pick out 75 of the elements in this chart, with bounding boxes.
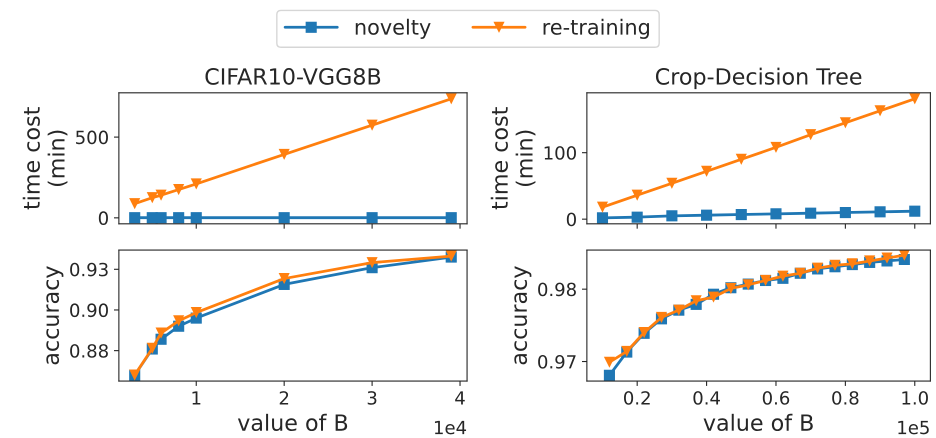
point [604, 356, 615, 368]
chart-title: Crop-Decision Tree [656, 68, 862, 90]
point [278, 273, 290, 284]
point [701, 166, 712, 177]
y-axis-title: accuracy [46, 266, 64, 364]
point [770, 142, 782, 153]
point [146, 192, 158, 204]
point [156, 212, 167, 224]
y-tick-label: 0.98 [538, 282, 576, 296]
y-tick-label: 0 [566, 212, 576, 226]
point [909, 206, 920, 217]
point [805, 129, 816, 140]
point [805, 208, 816, 219]
x-tick-label: 0.4 [693, 391, 720, 405]
point [278, 212, 290, 224]
x-tick-label: 0.6 [762, 391, 790, 405]
point [632, 212, 643, 223]
point [278, 148, 290, 160]
point [909, 93, 920, 104]
point [129, 198, 140, 210]
point [129, 212, 140, 224]
point [173, 184, 184, 196]
point [366, 120, 378, 131]
point [632, 190, 643, 201]
x-tick-label: 0.8 [832, 391, 858, 405]
y-axis-title: accuracy [514, 266, 532, 364]
point [701, 210, 712, 221]
x-axis-title: value of B [704, 414, 813, 432]
point [366, 212, 378, 224]
x-tick-label: 3 [368, 391, 376, 405]
point [840, 117, 851, 128]
point [156, 190, 167, 201]
point [190, 307, 202, 318]
x-tick-label: 0.2 [624, 391, 650, 405]
point [708, 292, 720, 303]
point [736, 208, 747, 220]
point [770, 208, 782, 220]
point [190, 178, 202, 190]
text: 1e4 [434, 420, 466, 434]
y-axis-title: time cost (min) [22, 107, 68, 210]
y-tick-label: 0 [98, 211, 108, 225]
point [736, 154, 747, 165]
x-axis-title: value of B [238, 414, 348, 432]
point [666, 178, 678, 189]
legend-label: re-training [544, 18, 649, 39]
point [596, 212, 608, 224]
point [690, 295, 702, 306]
y-axis-title: time cost (min) [490, 107, 536, 210]
point [446, 212, 457, 224]
x-tick-label: 1.0 [902, 391, 928, 405]
point [840, 206, 851, 218]
legend-label: novelty [356, 18, 431, 39]
point [874, 105, 886, 116]
point [874, 206, 886, 218]
point [666, 210, 678, 222]
point [366, 257, 378, 268]
text: 1e5 [898, 420, 929, 434]
point [156, 328, 167, 339]
x-tick-label: 2 [280, 391, 288, 404]
y-tick-label: 500 [76, 130, 108, 144]
point [604, 370, 615, 381]
x-tick-label: 4 [455, 391, 465, 404]
y-tick-label: 100 [544, 146, 576, 160]
y-tick-label: 0.88 [70, 344, 108, 358]
point [173, 212, 184, 224]
y-tick-label: 0.97 [538, 354, 576, 369]
point [446, 93, 457, 104]
point [190, 212, 202, 224]
point [881, 252, 893, 264]
y-tick-label: 0.93 [70, 262, 108, 276]
point [596, 202, 608, 213]
point [173, 315, 184, 326]
x-tick-label: 1 [192, 391, 200, 404]
y-tick-label: 0.90 [70, 303, 108, 318]
chart-title: CIFAR10-VGG8B [205, 68, 380, 85]
